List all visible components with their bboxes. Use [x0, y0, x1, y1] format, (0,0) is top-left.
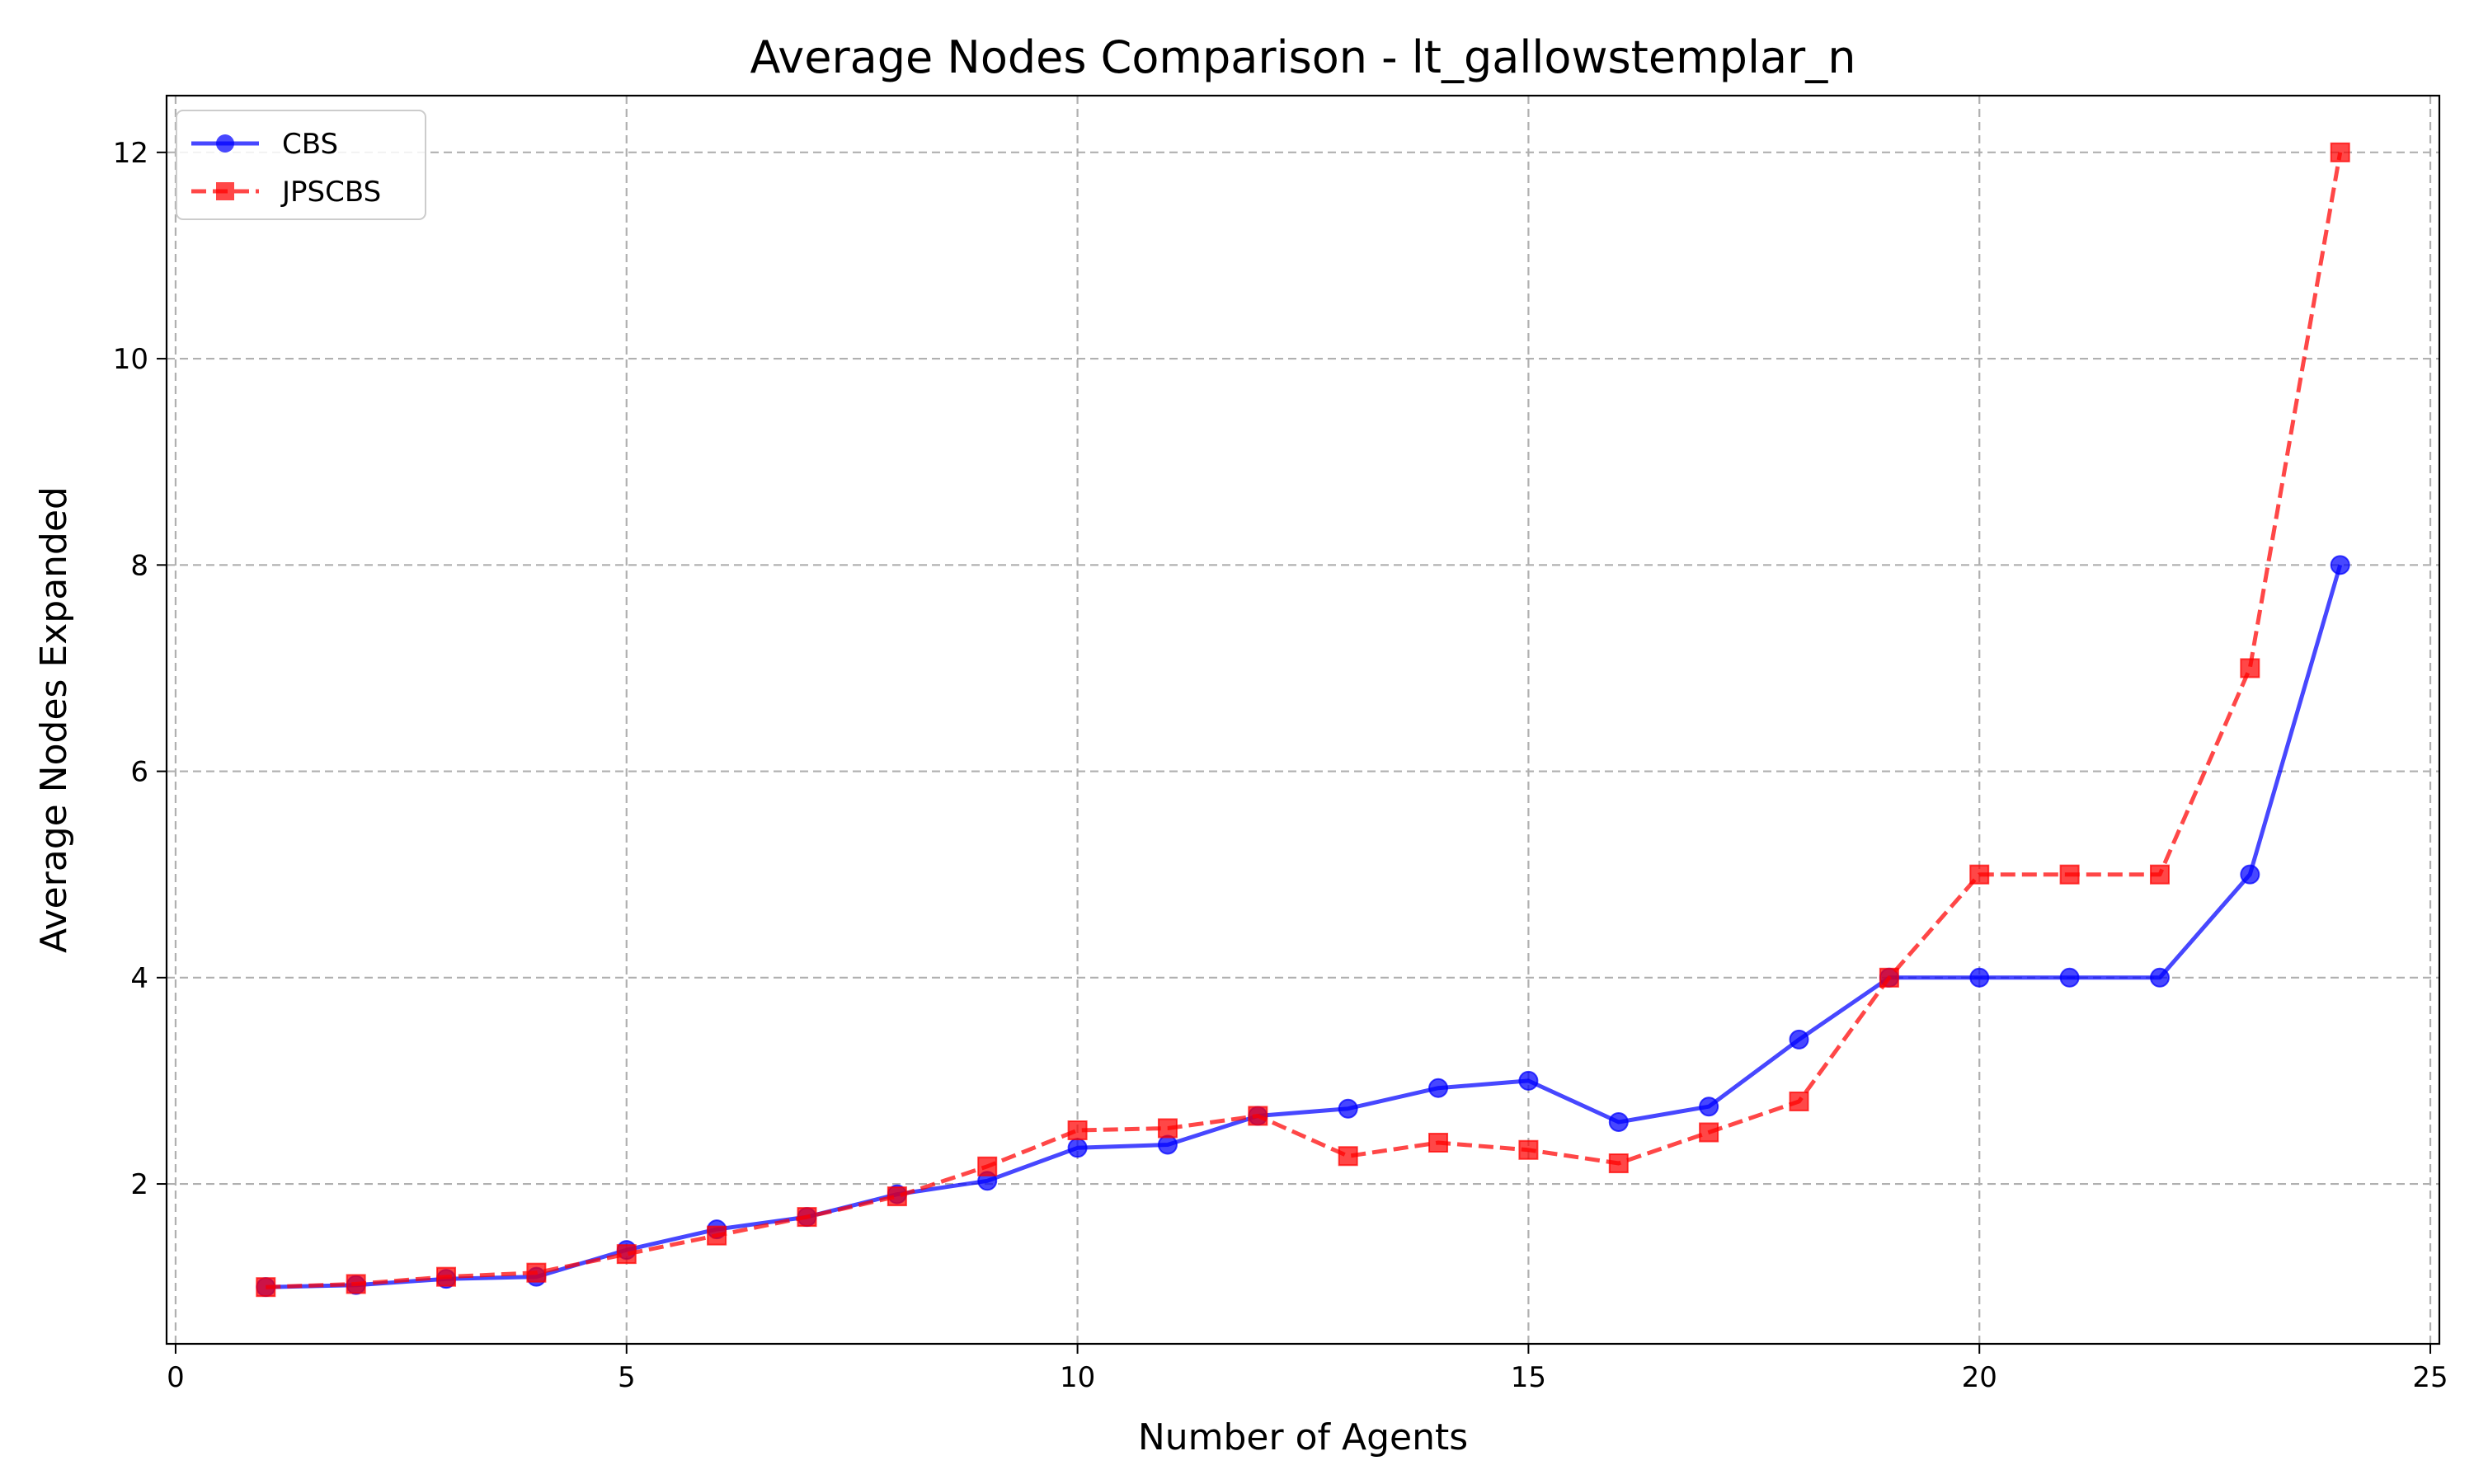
- data-point: [1969, 864, 1990, 885]
- series-jpscbs: [256, 142, 2350, 1298]
- legend-marker: [216, 134, 234, 153]
- data-point: [1699, 1122, 1719, 1143]
- legend-label: CBS: [282, 128, 338, 161]
- data-point: [346, 1274, 366, 1294]
- y-tick-label: 6: [130, 756, 148, 789]
- data-point: [2330, 142, 2350, 162]
- x-tick-label: 25: [2412, 1361, 2448, 1394]
- data-point: [1518, 1070, 1539, 1091]
- x-tick-label: 20: [1962, 1361, 1997, 1394]
- series-line: [266, 152, 2343, 1289]
- x-tick-label: 5: [618, 1361, 636, 1394]
- legend-item-jpscbs: JPSCBS: [191, 176, 381, 209]
- data-point: [2240, 658, 2260, 679]
- data-point: [1608, 1153, 1629, 1174]
- legend-item-cbs: CBS: [191, 128, 338, 161]
- data-point: [2149, 864, 2170, 885]
- ticks: 0 5 10 15 20 25 2 4 6 8 10 12: [113, 137, 2448, 1394]
- x-axis-title: Number of Agents: [1138, 1416, 1468, 1458]
- chart-title: Average Nodes Comparison - lt_gallowstem…: [750, 31, 1856, 83]
- legend: CBS JPSCBS: [176, 110, 426, 220]
- data-point: [1608, 1111, 1629, 1132]
- series-line: [266, 564, 2343, 1289]
- data-point: [887, 1186, 907, 1207]
- y-tick-label: 4: [130, 962, 148, 995]
- data-point: [256, 1277, 276, 1298]
- plot-area: [256, 142, 2350, 1298]
- data-point: [1067, 1120, 1088, 1140]
- data-point: [1157, 1118, 1178, 1139]
- legend-marker: [216, 182, 234, 200]
- y-tick-label: 10: [113, 343, 148, 376]
- data-point: [526, 1262, 547, 1283]
- data-point: [1789, 1091, 1809, 1111]
- axes-frame: [165, 94, 2441, 1345]
- data-point: [1338, 1098, 1358, 1119]
- x-tick-label: 15: [1511, 1361, 1546, 1394]
- data-point: [1518, 1139, 1539, 1160]
- y-axis-title: Average Nodes Expanded: [33, 486, 75, 953]
- data-point: [707, 1225, 727, 1246]
- data-point: [2059, 967, 2080, 988]
- x-tick-label: 0: [167, 1361, 185, 1394]
- data-point: [2330, 555, 2350, 575]
- data-point: [1428, 1078, 1449, 1098]
- data-point: [1699, 1097, 1719, 1117]
- data-point: [1248, 1106, 1268, 1126]
- data-point: [2149, 967, 2170, 988]
- x-tick-label: 10: [1060, 1361, 1095, 1394]
- legend-label: JPSCBS: [280, 176, 381, 209]
- data-point: [2240, 864, 2260, 885]
- data-point: [436, 1266, 457, 1287]
- data-point: [1157, 1134, 1178, 1155]
- y-tick-label: 8: [130, 549, 148, 582]
- data-point: [1789, 1029, 1809, 1050]
- data-point: [2059, 864, 2080, 885]
- data-point: [1338, 1146, 1358, 1167]
- data-point: [1879, 967, 1899, 988]
- data-point: [797, 1207, 817, 1228]
- data-point: [1969, 967, 1990, 988]
- y-tick-label: 12: [113, 137, 148, 170]
- data-point: [1067, 1138, 1088, 1158]
- data-point: [977, 1156, 998, 1176]
- data-point: [1428, 1133, 1449, 1153]
- data-point: [616, 1244, 637, 1265]
- y-tick-label: 2: [130, 1168, 148, 1201]
